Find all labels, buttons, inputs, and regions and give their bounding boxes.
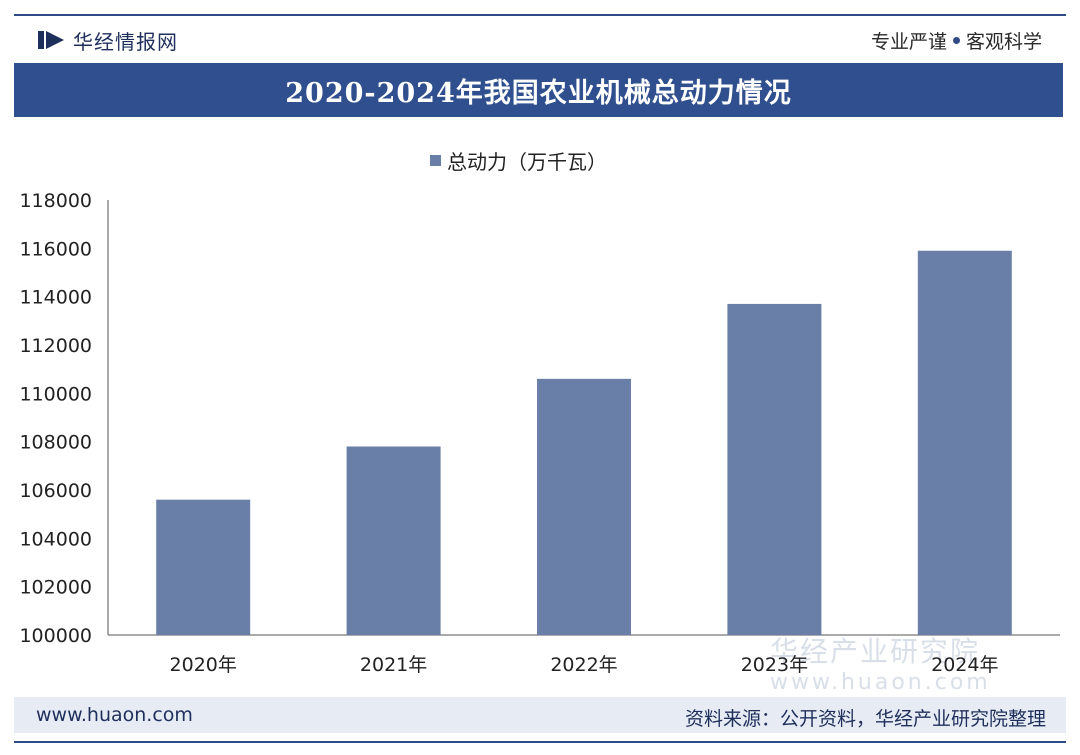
watermark-url: www.huaon.com [770, 670, 991, 695]
y-tick-label: 110000 [19, 383, 92, 405]
chart-title: 2020-2024年我国农业机械总动力情况 [285, 77, 792, 109]
bar-2022年 [537, 378, 631, 635]
bar-2023年 [727, 303, 822, 635]
bar-2024年 [917, 250, 1012, 635]
legend-label: 总动力（万千瓦） [447, 149, 607, 174]
footer-source: 资料来源：公开资料，华经产业研究院整理 [684, 708, 1046, 730]
title-bar: 2020-2024年我国农业机械总动力情况 [14, 63, 1063, 117]
brand-logo-icon [38, 31, 64, 49]
bar-chart: 100000 102000 104000 106000 108000 110000 1120… [19, 190, 1060, 676]
slogan-right: 客观科学 [965, 30, 1042, 53]
y-tick-label: 100000 [19, 625, 92, 647]
bar-2021年 [346, 446, 441, 635]
slogan-left: 专业严谨 [870, 30, 947, 53]
slogan: 专业严谨 客观科学 [871, 25, 1042, 55]
bottom-divider [14, 741, 1066, 743]
chart-legend: 总动力（万千瓦） [430, 146, 607, 174]
footer: www.huaon.com 资料来源：公开资料，华经产业研究院整理 [14, 697, 1066, 733]
x-tick-label: 2020年 [170, 654, 237, 676]
y-tick-label: 118000 [19, 190, 92, 212]
y-tick-label: 112000 [19, 335, 92, 357]
y-tick-label: 106000 [19, 480, 92, 502]
y-tick-label: 108000 [19, 432, 92, 454]
x-tick-label: 2024年 [931, 654, 998, 676]
y-tick-label: 104000 [19, 528, 92, 550]
y-tick-label: 102000 [19, 577, 92, 599]
x-tick-label: 2023年 [741, 654, 808, 676]
top-divider [14, 14, 1066, 16]
y-tick-label: 114000 [19, 287, 92, 309]
watermark-text: 华经产业研究院 [770, 635, 981, 668]
brand: 华经情报网 [38, 25, 178, 55]
legend-swatch [430, 154, 441, 166]
slogan-dot-icon [952, 36, 960, 44]
y-tick-label: 116000 [19, 238, 92, 260]
x-tick-label: 2021年 [360, 654, 427, 676]
brand-name: 华经情报网 [73, 29, 178, 54]
x-tick-label: 2022年 [550, 654, 617, 676]
bar-2020年 [156, 499, 251, 635]
footer-website: www.huaon.com [36, 704, 193, 726]
